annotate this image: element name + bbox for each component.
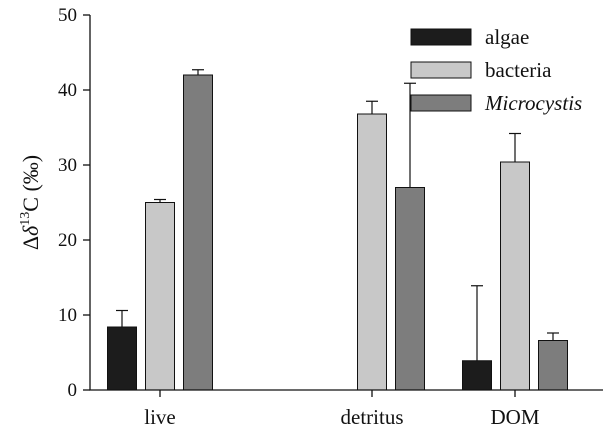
y-tick-label-10: 10 — [58, 305, 77, 326]
bars-layer — [107, 74, 568, 391]
legend: algae bacteria Microcystis — [410, 25, 582, 115]
y-tick-label-0: 0 — [68, 380, 78, 401]
legend-label-microcystis: Microcystis — [484, 91, 582, 115]
legend-swatch-algae — [410, 28, 472, 46]
bar-microcystis-DOM — [538, 340, 568, 391]
legend-swatch-bacteria — [410, 61, 472, 79]
bar-bacteria-detritus — [357, 113, 387, 391]
y-label-superscript: 13 — [18, 212, 33, 226]
y-label-delta-lower: δ — [18, 225, 43, 236]
x-tick-label-detritus: detritus — [341, 405, 404, 429]
x-tick-label-live: live — [144, 405, 176, 429]
error-bars-layer — [116, 69, 559, 361]
x-tick-label-DOM: DOM — [490, 405, 539, 429]
legend-swatch-microcystis — [410, 94, 472, 112]
y-tick-label-20: 20 — [58, 230, 77, 251]
y-label-unit: C (‰) — [18, 155, 43, 212]
legend-label-bacteria: bacteria — [485, 58, 552, 82]
bar-microcystis-live — [183, 74, 213, 391]
bar-microcystis-detritus — [395, 187, 425, 391]
y-label-delta: Δ — [18, 236, 43, 250]
legend-label-algae: algae — [485, 25, 529, 49]
y-tick-label-40: 40 — [58, 80, 77, 101]
y-axis-label: Δδ13C (‰) — [18, 155, 43, 250]
bar-algae-live — [107, 326, 137, 391]
axes-layer: 0 10 20 30 40 50 live detritus DOM — [58, 5, 603, 429]
bar-algae-DOM — [462, 360, 492, 391]
y-tick-label-50: 50 — [58, 5, 77, 26]
bar-bacteria-DOM — [500, 161, 530, 391]
bar-bacteria-live — [145, 202, 175, 391]
y-tick-label-30: 30 — [58, 155, 77, 176]
